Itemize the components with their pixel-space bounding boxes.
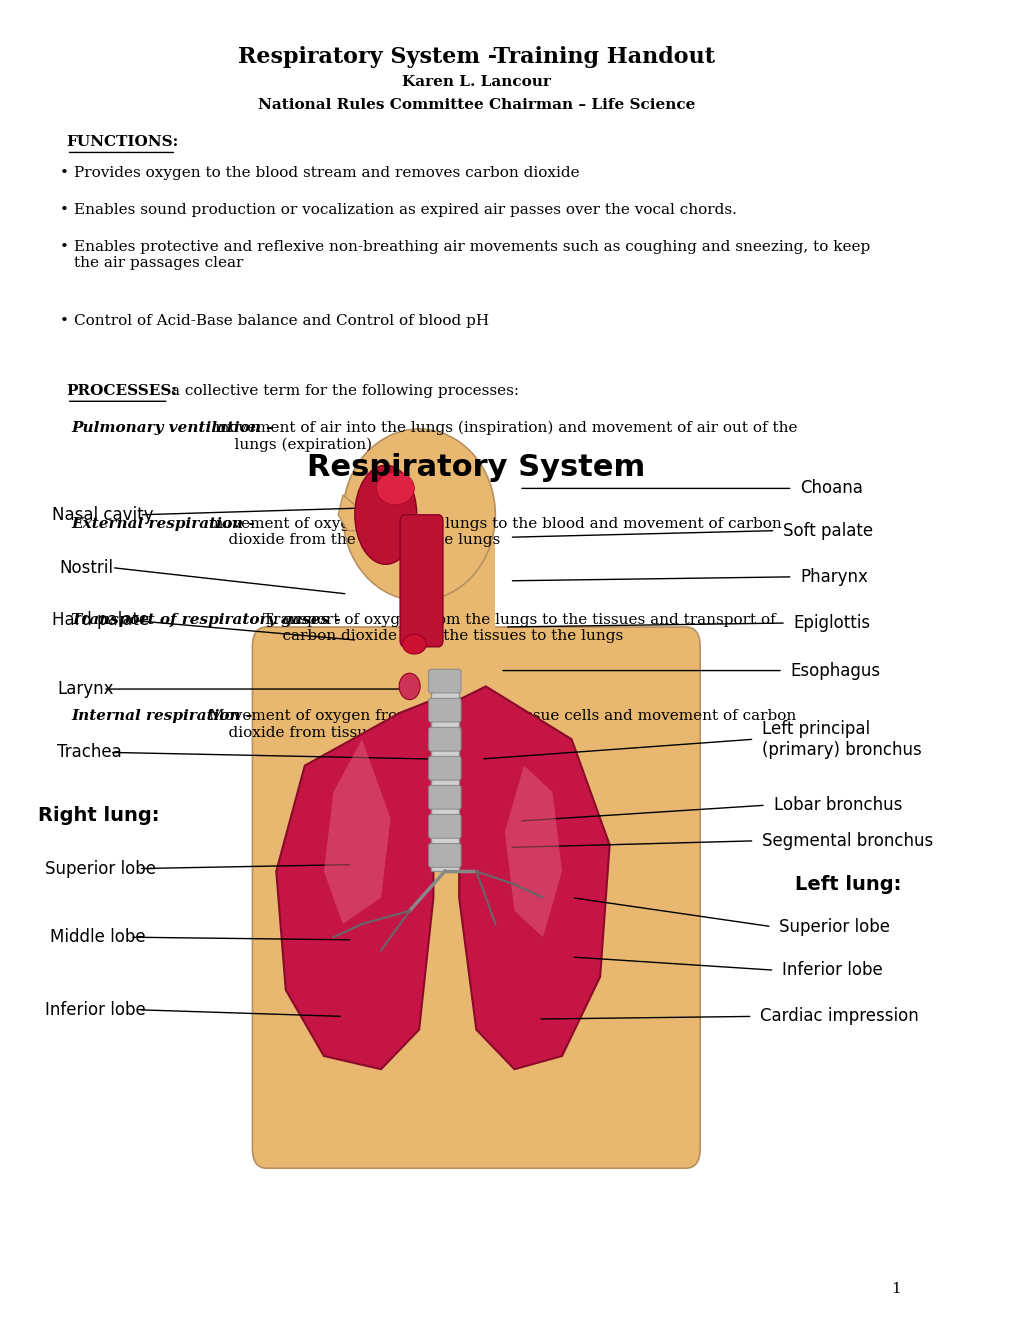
Text: FUNCTIONS:: FUNCTIONS: <box>66 135 178 149</box>
Ellipse shape <box>403 635 426 653</box>
Text: Provides oxygen to the blood stream and removes carbon dioxide: Provides oxygen to the blood stream and … <box>74 166 580 181</box>
Text: •: • <box>60 240 69 255</box>
Ellipse shape <box>376 471 414 504</box>
Text: Respiratory System: Respiratory System <box>307 453 645 482</box>
Text: Choana: Choana <box>799 479 862 498</box>
Text: Lobar bronchus: Lobar bronchus <box>772 796 901 814</box>
Text: Karen L. Lancour: Karen L. Lancour <box>401 75 550 90</box>
Text: Enables sound production or vocalization as expired air passes over the vocal ch: Enables sound production or vocalization… <box>74 203 737 218</box>
Text: Movement of oxygen from blood to the tissue cells and movement of carbon
    dio: Movement of oxygen from blood to the tis… <box>209 709 796 739</box>
Text: Left lung:: Left lung: <box>795 875 901 894</box>
Text: Internal respiration -: Internal respiration - <box>71 709 258 723</box>
Text: •: • <box>60 314 69 329</box>
Text: Epiglottis: Epiglottis <box>793 614 870 632</box>
Text: •: • <box>60 166 69 181</box>
Text: Right lung:: Right lung: <box>38 807 159 825</box>
Text: Soft palate: Soft palate <box>783 521 872 540</box>
Text: movement of air into the lungs (inspiration) and movement of air out of the
    : movement of air into the lungs (inspirat… <box>215 421 797 453</box>
Polygon shape <box>324 739 390 924</box>
FancyBboxPatch shape <box>428 727 461 751</box>
Ellipse shape <box>355 466 417 565</box>
Text: movement of oxygen from the lungs to the blood and movement of carbon
    dioxid: movement of oxygen from the lungs to the… <box>209 517 782 548</box>
Text: Pharynx: Pharynx <box>799 568 867 586</box>
Polygon shape <box>276 700 433 1069</box>
Text: Hard palate: Hard palate <box>52 611 150 630</box>
Text: Middle lobe: Middle lobe <box>50 928 145 946</box>
FancyBboxPatch shape <box>428 785 461 809</box>
Text: Respiratory System -Training Handout: Respiratory System -Training Handout <box>237 46 714 69</box>
Text: Larynx: Larynx <box>57 680 113 698</box>
Polygon shape <box>504 766 561 937</box>
FancyBboxPatch shape <box>428 843 461 867</box>
Text: Superior lobe: Superior lobe <box>779 917 890 936</box>
Text: 1: 1 <box>890 1282 900 1296</box>
Text: Segmental bronchus: Segmental bronchus <box>761 832 932 850</box>
Text: Inferior lobe: Inferior lobe <box>45 1001 146 1019</box>
Text: PROCESSES:: PROCESSES: <box>66 384 177 399</box>
Ellipse shape <box>398 673 420 700</box>
FancyBboxPatch shape <box>428 669 461 693</box>
Text: Left principal
(primary) bronchus: Left principal (primary) bronchus <box>761 719 921 759</box>
FancyBboxPatch shape <box>428 698 461 722</box>
Text: Cardiac impression: Cardiac impression <box>759 1007 918 1026</box>
Text: Inferior lobe: Inferior lobe <box>782 961 882 979</box>
Text: Superior lobe: Superior lobe <box>45 859 156 878</box>
Text: Nasal cavity: Nasal cavity <box>52 506 154 524</box>
FancyBboxPatch shape <box>428 814 461 838</box>
Text: Esophagus: Esophagus <box>790 661 880 680</box>
Text: Nostril: Nostril <box>59 558 113 577</box>
FancyBboxPatch shape <box>399 515 442 647</box>
Text: Enables protective and reflexive non-breathing air movements such as coughing an: Enables protective and reflexive non-bre… <box>74 240 869 271</box>
Text: •: • <box>60 203 69 218</box>
Polygon shape <box>338 495 367 531</box>
Text: a collective term for the following processes:: a collective term for the following proc… <box>171 384 519 399</box>
Polygon shape <box>459 686 609 1069</box>
Ellipse shape <box>342 429 495 601</box>
FancyBboxPatch shape <box>430 680 459 871</box>
Text: Transport of respiratory gases -: Transport of respiratory gases - <box>71 614 341 627</box>
FancyBboxPatch shape <box>399 541 495 660</box>
Text: Transport of oxygen from the lungs to the tissues and transport of
    carbon di: Transport of oxygen from the lungs to th… <box>263 614 775 643</box>
Text: Control of Acid-Base balance and Control of blood pH: Control of Acid-Base balance and Control… <box>74 314 489 329</box>
FancyBboxPatch shape <box>428 756 461 780</box>
Text: National Rules Committee Chairman – Life Science: National Rules Committee Chairman – Life… <box>258 98 694 112</box>
Text: Pulmonary ventilation -: Pulmonary ventilation - <box>71 421 278 436</box>
Text: Trachea: Trachea <box>57 743 122 762</box>
FancyBboxPatch shape <box>252 627 699 1168</box>
Text: External respiration -: External respiration - <box>71 517 260 531</box>
